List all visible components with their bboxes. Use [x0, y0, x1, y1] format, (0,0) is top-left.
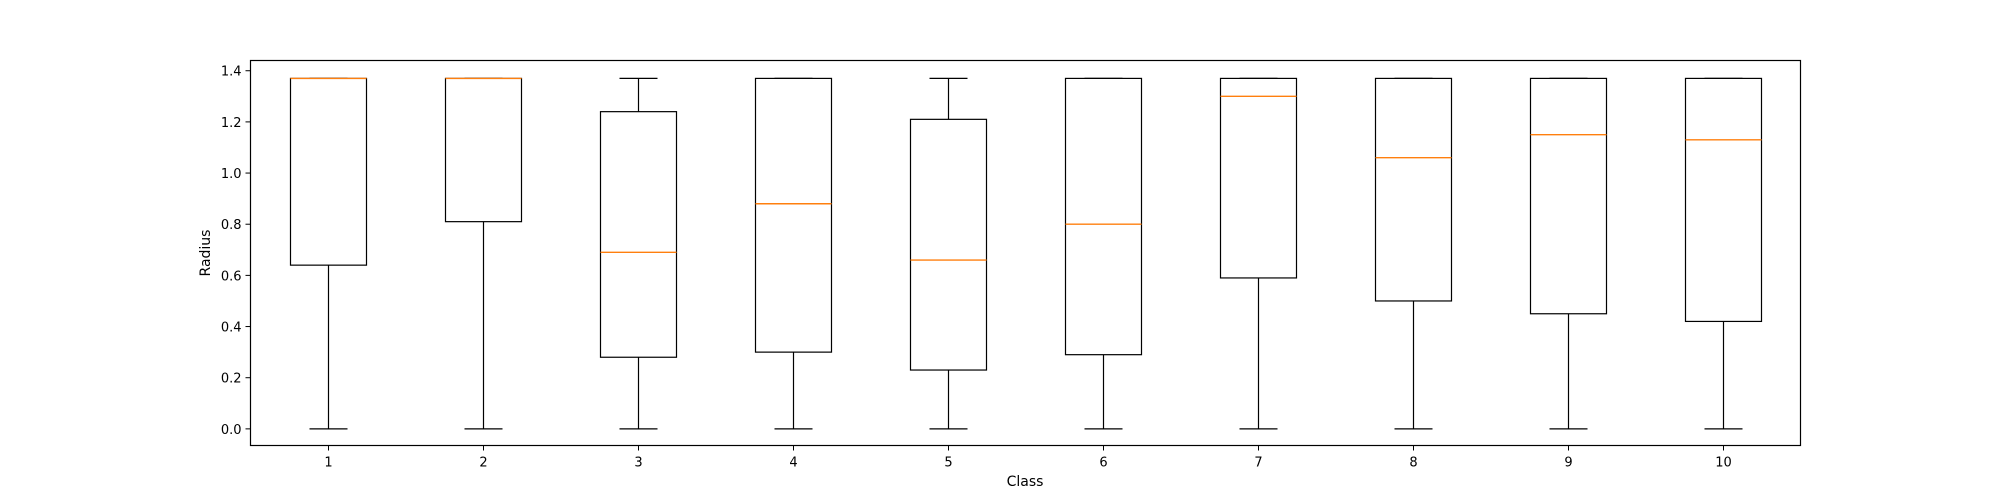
x-axis-label: Class [1007, 474, 1044, 490]
box-group [599, 77, 678, 430]
boxes-layer [289, 77, 1763, 430]
box-group [1684, 77, 1763, 430]
x-tick-label: 9 [1564, 456, 1572, 471]
box-iqr [289, 77, 368, 266]
x-tick-label: 1 [324, 456, 332, 471]
y-tick-label: 0.0 [221, 423, 242, 438]
box-iqr [909, 118, 988, 371]
x-tick-label: 7 [1254, 456, 1262, 471]
y-tick-label: 0.6 [221, 269, 242, 284]
box-group [289, 77, 368, 430]
plot-area-frame [249, 59, 1802, 447]
box-iqr [1684, 77, 1763, 323]
box-group [444, 77, 523, 430]
y-tick-label: 0.8 [221, 218, 242, 233]
box-iqr [599, 111, 678, 358]
box-iqr [1529, 77, 1608, 315]
x-tick-label: 6 [1099, 456, 1107, 471]
x-tick-label: 5 [944, 456, 952, 471]
box-iqr [754, 77, 833, 353]
box-group [909, 77, 988, 430]
box-group [1064, 77, 1143, 430]
x-tick-label: 4 [789, 456, 797, 471]
box-group [1374, 77, 1453, 430]
y-axis: 0.0 0.2 0.4 0.6 0.8 1.0 1.2 1.4 [221, 65, 251, 438]
y-tick-label: 0.4 [221, 321, 242, 336]
y-tick-label: 1.4 [221, 65, 242, 80]
y-tick-label: 1.0 [221, 167, 242, 182]
x-tick-label: 3 [634, 456, 642, 471]
box-group [1529, 77, 1608, 430]
box-group [754, 77, 833, 430]
x-tick-label: 2 [479, 456, 487, 471]
box-iqr [1219, 77, 1298, 279]
box-group [1219, 77, 1298, 430]
box-iqr [1374, 77, 1453, 302]
y-tick-label: 0.2 [221, 372, 242, 387]
y-tick-label: 1.2 [221, 116, 242, 131]
x-tick-label: 8 [1409, 456, 1417, 471]
y-axis-label: Radius [198, 230, 214, 277]
x-tick-label: 10 [1715, 456, 1732, 471]
box-iqr [1064, 77, 1143, 356]
box-iqr [444, 77, 523, 223]
x-axis: 1 2 3 4 5 6 7 8 9 10 [324, 445, 1732, 471]
